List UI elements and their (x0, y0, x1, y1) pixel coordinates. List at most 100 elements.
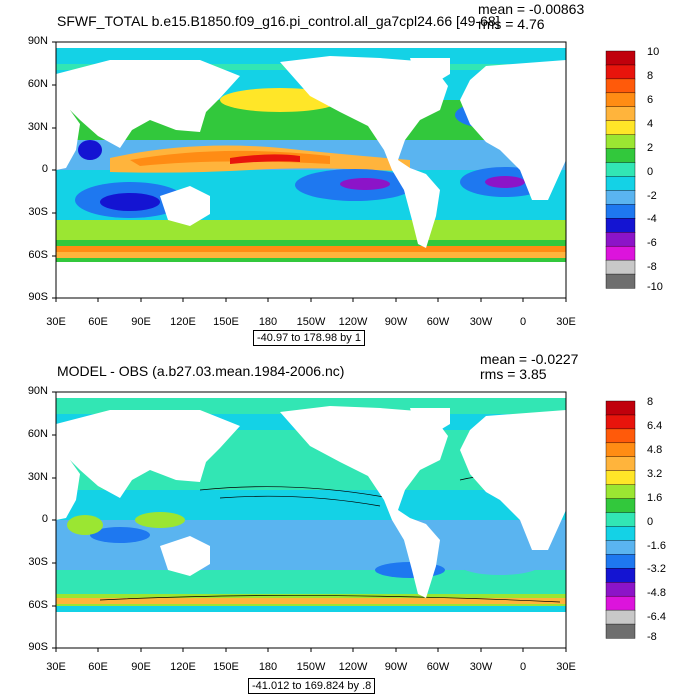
colorbar-swatch (605, 190, 636, 205)
ticks-bottom (52, 391, 567, 652)
lon-label: 60E (88, 661, 108, 673)
colorbar-label: -2 (647, 190, 657, 202)
lat-label: 60S (28, 599, 48, 611)
colorbar-swatch (605, 106, 636, 122)
lon-label: 30E (556, 316, 576, 328)
lat-label: 30N (27, 121, 48, 133)
colorbar-swatch (605, 456, 636, 472)
colorbar-swatch (605, 498, 636, 514)
colorbar-label: 4.8 (647, 444, 663, 456)
colorbar-swatch (605, 134, 636, 150)
colorbar-swatch (605, 50, 636, 66)
lon-label: 180 (258, 661, 278, 673)
colorbar-label: 6.4 (647, 420, 663, 432)
colorbar-swatch (605, 595, 636, 611)
lat-label: 60N (27, 78, 48, 90)
colorbar-label: 2 (647, 142, 654, 154)
land-top (56, 42, 566, 298)
colorbar-label: 6 (647, 94, 654, 106)
colorbar-label: -3.2 (647, 563, 666, 575)
colorbar-swatch (605, 204, 636, 219)
colorbar-swatch (605, 526, 636, 542)
lat-label: 60S (28, 249, 48, 261)
colorbar-label: -1.6 (647, 540, 666, 552)
colorbar-label: -6 (647, 237, 657, 249)
colorbar-swatch (605, 176, 636, 192)
colorbar-top (605, 50, 636, 289)
colorbar-label: -8 (647, 631, 657, 643)
lon-label: 150W (296, 316, 326, 328)
colorbar-swatch (605, 428, 636, 444)
lon-label: 120E (170, 661, 196, 673)
colorbar-swatch (605, 554, 636, 569)
colorbar-swatch (605, 273, 636, 289)
colorbar-swatch (605, 162, 636, 178)
mean-value: mean = -0.0227 (480, 351, 579, 367)
colorbar-swatch (605, 78, 636, 94)
lat-label: 90S (28, 641, 48, 653)
lon-label: 60W (426, 316, 450, 328)
colorbar-swatch (605, 64, 636, 80)
colorbar-label: 1.6 (647, 492, 663, 504)
lon-label: 90W (384, 661, 408, 673)
mean-value: mean = -0.00863 (478, 1, 585, 17)
colorbar-swatch (605, 400, 636, 416)
colorbar-label: 0 (647, 516, 654, 528)
lat-label: 60N (27, 428, 48, 440)
colorbar-bottom (605, 400, 636, 639)
lon-label: 90W (384, 316, 408, 328)
lon-label: 150W (296, 661, 326, 673)
colorbar-label: -4 (647, 213, 657, 225)
colorbar-swatch (605, 120, 636, 136)
lon-label: 30W (469, 661, 493, 673)
lon-label: 150E (213, 661, 239, 673)
lon-label: 120W (338, 661, 368, 673)
ticks-top (52, 41, 567, 302)
colorbar-label: -8 (647, 261, 657, 273)
panel-title: SFWF_TOTAL b.e15.B1850.f09_g16.pi_contro… (57, 13, 500, 29)
lat-label: 0 (41, 513, 48, 525)
contour-range-box: -41.012 to 169.824 by .8 (248, 678, 376, 694)
lon-label: 30W (469, 316, 493, 328)
lon-label: 30E (556, 661, 576, 673)
colorbar-label: 3.2 (647, 468, 663, 480)
colorbar-label: 8 (647, 70, 654, 82)
lon-label: 150E (213, 316, 239, 328)
colorbar-label: 10 (647, 46, 660, 58)
colorbar-swatch (605, 148, 636, 164)
lat-label: 0 (41, 163, 48, 175)
colorbar-swatch (605, 245, 636, 261)
lon-label: 60E (88, 316, 108, 328)
rms-value: rms = 3.85 (480, 366, 547, 382)
lon-label: 180 (258, 316, 278, 328)
colorbar-label: 4 (647, 118, 654, 130)
colorbar-swatch (605, 609, 636, 625)
colorbar-swatch (605, 218, 636, 233)
panel-bottom: MODEL - OBS (a.b27.03.mean.1984-2006.nc)… (0, 350, 700, 700)
colorbar-label: -10 (647, 281, 663, 293)
colorbar-swatch (605, 582, 636, 597)
lon-label: 30E (46, 316, 66, 328)
lat-label: 90N (27, 35, 48, 47)
colorbar-swatch (605, 92, 636, 108)
lat-label: 30S (28, 206, 48, 218)
colorbar-swatch (605, 259, 636, 275)
panel-title: MODEL - OBS (a.b27.03.mean.1984-2006.nc) (57, 363, 345, 379)
lon-label: 0 (519, 316, 527, 328)
lon-label: 120W (338, 316, 368, 328)
colorbar-swatch (605, 232, 636, 247)
contour-range-box: -40.97 to 178.98 by 1 (253, 330, 365, 346)
lon-label: 30E (46, 661, 66, 673)
colorbar-swatch (605, 540, 636, 555)
lat-label: 30S (28, 556, 48, 568)
lat-label: 90S (28, 291, 48, 303)
colorbar-label: -4.8 (647, 587, 666, 599)
lat-label: 30N (27, 471, 48, 483)
colorbar-swatch (605, 442, 636, 458)
colorbar-swatch (605, 470, 636, 486)
map-bottom (52, 391, 636, 652)
colorbar-swatch (605, 484, 636, 500)
colorbar-swatch (605, 568, 636, 583)
lat-label: 90N (27, 385, 48, 397)
colorbar-label: 0 (647, 166, 654, 178)
